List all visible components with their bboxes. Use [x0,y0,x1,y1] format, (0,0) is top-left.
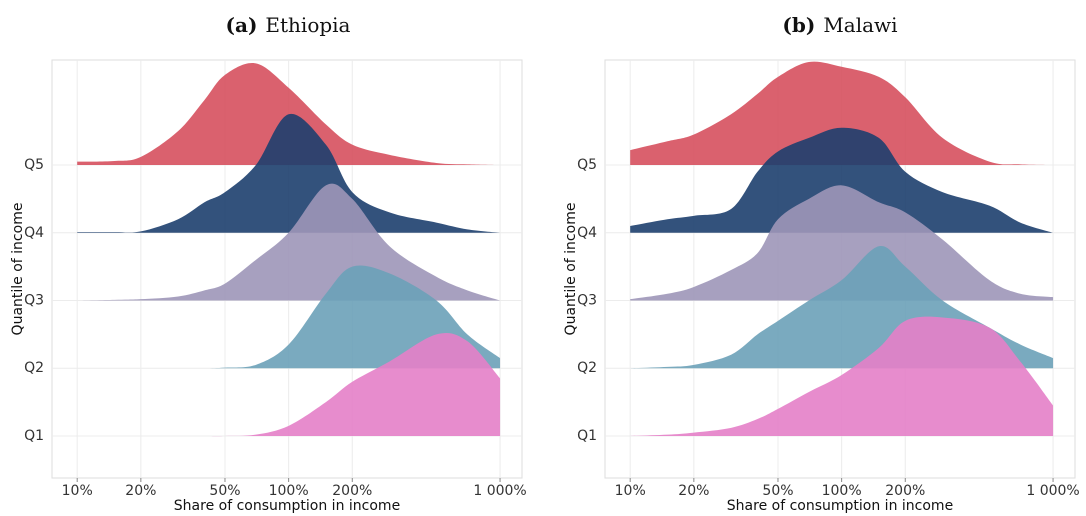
x-tick-label: 1 000% [473,483,526,499]
y-tick-label: Q1 [577,428,597,444]
ridge [77,183,501,301]
x-tick-label: 200% [332,483,372,499]
plot-frame [604,59,1076,479]
y-tick-label: Q5 [577,157,597,173]
y-tick-label: Q2 [24,360,44,376]
ridge [630,185,1054,301]
y-tick-label: Q3 [577,293,597,309]
panel-name: Ethiopia [265,13,350,37]
ridge [630,61,1054,166]
ridge [77,113,501,233]
y-tick-label: Q3 [24,293,44,309]
ridge [630,316,1054,436]
x-axis-label: Share of consumption in income [727,498,953,514]
x-tick-label: 100% [269,483,309,499]
x-tick-label: 20% [678,483,709,499]
panel-letter: (b) [782,13,815,37]
y-axis-label: Quantile of income [10,203,26,336]
x-tick-label: 1 000% [1026,483,1079,499]
y-tick-label: Q4 [577,225,597,241]
y-tick-label: Q1 [24,428,44,444]
x-tick-label: 200% [885,483,925,499]
x-tick-label: 50% [762,483,793,499]
ridge [77,63,501,166]
panel-title: (b) Malawi [782,13,897,37]
panel-name: Malawi [823,13,897,37]
x-axis-label: Share of consumption in income [174,498,400,514]
y-axis-label: Quantile of income [563,203,579,336]
y-tick-label: Q4 [24,225,44,241]
ridge [77,265,501,369]
x-tick-label: 10% [62,483,93,499]
panel-letter: (a) [226,13,258,37]
y-tick-label: Q2 [577,360,597,376]
panel-title: (a) Ethiopia [226,13,351,37]
y-tick-label: Q5 [24,157,44,173]
ridge [630,127,1054,233]
x-tick-label: 10% [615,483,646,499]
x-tick-label: 100% [822,483,862,499]
plot-frame [51,59,523,479]
x-tick-label: 20% [125,483,156,499]
x-tick-label: 50% [209,483,240,499]
ridge [77,332,501,437]
